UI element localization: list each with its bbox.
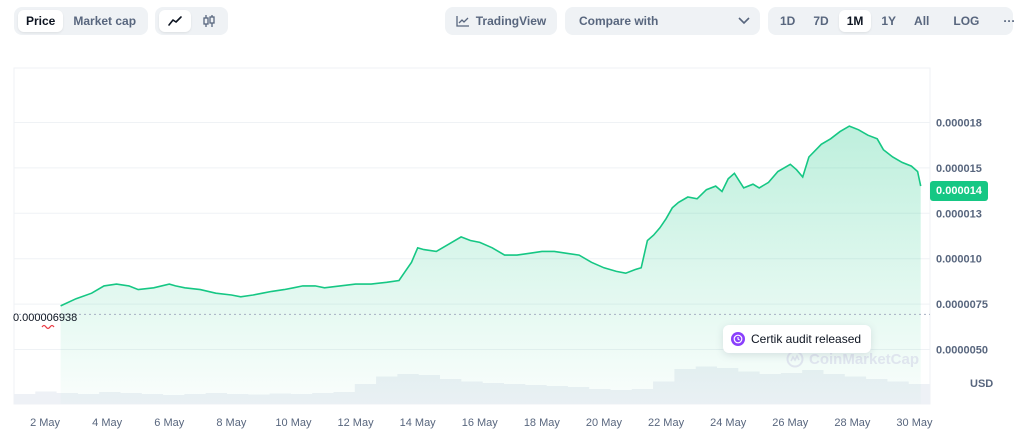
tradingview-label: TradingView	[475, 14, 547, 28]
more-options-button[interactable]: ···	[1003, 14, 1016, 28]
x-tick-label: 20 May	[586, 417, 623, 429]
y-tick-label: 0.0000075	[936, 299, 988, 311]
log-scale-button[interactable]: LOG	[953, 14, 980, 28]
tradingview-button[interactable]: TradingView	[445, 7, 557, 35]
x-tick-label: 28 May	[834, 417, 871, 429]
x-tick-label: 26 May	[772, 417, 809, 429]
type-toggle-group: Price Market cap	[14, 7, 148, 35]
market-cap-tab[interactable]: Market cap	[73, 14, 137, 28]
x-tick-label: 12 May	[338, 417, 375, 429]
price-line	[60, 125, 922, 307]
x-tick-label: 4 May	[92, 417, 122, 429]
event-annotation-text: Certik audit released	[751, 332, 862, 346]
range-1d-button[interactable]: 1D	[780, 14, 796, 28]
line-chart-button[interactable]	[159, 10, 191, 32]
candlestick-icon	[201, 14, 217, 28]
x-tick-label: 6 May	[154, 417, 184, 429]
start-price-label: 0.000006938	[13, 312, 78, 324]
x-tick-label: 22 May	[648, 417, 685, 429]
time-range-group: 1D 7D 1M 1Y All LOG ···	[768, 7, 1015, 35]
line-chart-icon	[167, 14, 183, 28]
compare-with-label: Compare with	[579, 14, 659, 28]
chart-style-group	[155, 7, 228, 35]
range-1y-button[interactable]: 1Y	[881, 14, 897, 28]
currency-unit-label: USD	[970, 378, 994, 390]
x-tick-label: 18 May	[524, 417, 561, 429]
y-tick-label: 0.0000050	[936, 345, 988, 357]
watermark-text: CoinMarketCap	[809, 350, 920, 368]
compare-with-dropdown[interactable]: Compare with	[565, 7, 760, 35]
range-all-button[interactable]: All	[914, 14, 930, 28]
x-tick-label: 2 May	[30, 417, 60, 429]
range-7d-button[interactable]: 7D	[813, 14, 829, 28]
y-tick-label: 0.000015	[936, 163, 982, 175]
x-tick-label: 14 May	[400, 417, 437, 429]
candlestick-chart-button[interactable]	[193, 10, 225, 32]
y-tick-label: 0.000018	[936, 117, 982, 129]
chevron-down-icon	[738, 17, 750, 25]
y-tick-label: 0.000013	[936, 208, 982, 220]
x-tick-label: 8 May	[216, 417, 246, 429]
x-tick-label: 24 May	[710, 417, 747, 429]
x-tick-label: 30 May	[896, 417, 933, 429]
x-tick-label: 10 May	[275, 417, 312, 429]
x-tick-label: 16 May	[462, 417, 499, 429]
price-tab[interactable]: Price	[18, 10, 64, 32]
certik-audit-event-marker[interactable]: Certik audit released	[723, 325, 872, 353]
range-1m-button[interactable]: 1M	[838, 10, 872, 32]
price-area-fill	[60, 126, 921, 404]
current-price-badge: 0.000014	[930, 181, 988, 201]
event-clock-icon	[731, 332, 745, 346]
tradingview-chart-icon	[456, 15, 470, 27]
y-tick-label: 0.000010	[936, 254, 982, 266]
start-marker-squiggle	[41, 324, 55, 330]
